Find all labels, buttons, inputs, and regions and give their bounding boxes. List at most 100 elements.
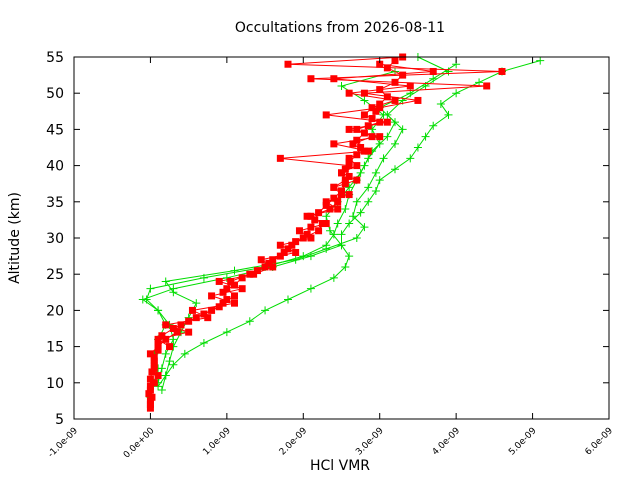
data-point [345,219,354,228]
data-point [436,100,445,109]
data-point [376,104,384,112]
data-point [146,375,154,383]
data-point [536,56,545,65]
data-point [364,197,373,206]
data-point [138,295,147,304]
data-point [360,111,368,119]
data-point [376,118,384,126]
data-point [192,299,201,308]
data-point [341,176,349,184]
data-point [208,292,216,300]
data-point [188,306,196,314]
data-point [318,220,326,228]
data-point [146,404,154,412]
data-point [383,93,391,101]
data-point [429,121,438,130]
data-point [269,256,277,264]
data-point [177,321,185,329]
data-point [322,198,330,206]
data-point [371,186,380,195]
data-point [375,176,384,185]
data-point [284,295,292,304]
data-point [414,96,422,104]
data-point [334,205,342,213]
data-point [391,57,399,65]
data-point [345,183,354,192]
data-point [333,219,342,228]
data-point [307,234,315,242]
data-point [322,220,330,228]
data-point [148,368,156,376]
data-point [338,191,345,199]
data-point [165,357,174,366]
data-point [357,144,365,151]
data-point [406,154,415,163]
data-point [154,339,162,347]
data-point [345,154,353,162]
y-tick-label: 5 [55,412,64,428]
data-point [199,338,208,347]
y-tick-label: 15 [46,340,64,356]
data-point [413,143,422,152]
series-layer [138,53,545,412]
data-point [356,168,365,177]
data-point [169,360,178,369]
data-point [322,212,331,221]
data-point [238,285,246,293]
data-point [166,343,174,351]
data-point [379,154,388,163]
data-point [146,386,154,394]
data-point [364,147,372,155]
data-point [352,197,361,206]
data-point [345,125,353,133]
data-point [338,169,345,177]
data-point [161,277,170,286]
data-point [204,314,212,322]
data-point [329,273,338,282]
data-point [245,317,254,326]
data-point [345,191,353,199]
data-point [353,125,361,133]
data-point [330,140,338,148]
data-point [192,314,200,322]
data-point [345,162,353,170]
data-point [345,252,354,261]
data-point [222,328,231,337]
data-point [368,104,376,112]
data-point [330,75,338,83]
x-axis-label: HCl VMR [310,458,370,474]
data-point [257,256,265,264]
data-point [322,201,330,209]
data-point [146,350,154,358]
data-point [150,357,158,365]
data-point [372,107,380,115]
data-point [398,125,407,134]
data-point [341,262,350,271]
data-point [311,216,319,224]
data-point [307,223,315,231]
data-point [219,288,227,296]
data-point [154,372,162,380]
data-point [215,303,223,311]
data-point [406,82,414,90]
data-point [315,227,323,235]
data-point [329,230,338,239]
data-point [337,230,346,239]
data-point [185,328,193,336]
data-point [334,198,342,206]
data-point [276,241,284,249]
data-point [444,67,453,76]
data-point [276,154,284,162]
data-point [391,139,399,148]
data-point [376,133,384,141]
data-point [146,401,154,409]
data-point [246,270,254,278]
data-point [146,397,154,405]
data-point [158,332,166,340]
data-point [145,390,153,398]
data-point [169,325,177,332]
data-point [146,284,155,293]
data-point [368,133,376,141]
chart-title: Occultations from 2026-08-11 [235,20,445,36]
data-point [391,96,399,104]
